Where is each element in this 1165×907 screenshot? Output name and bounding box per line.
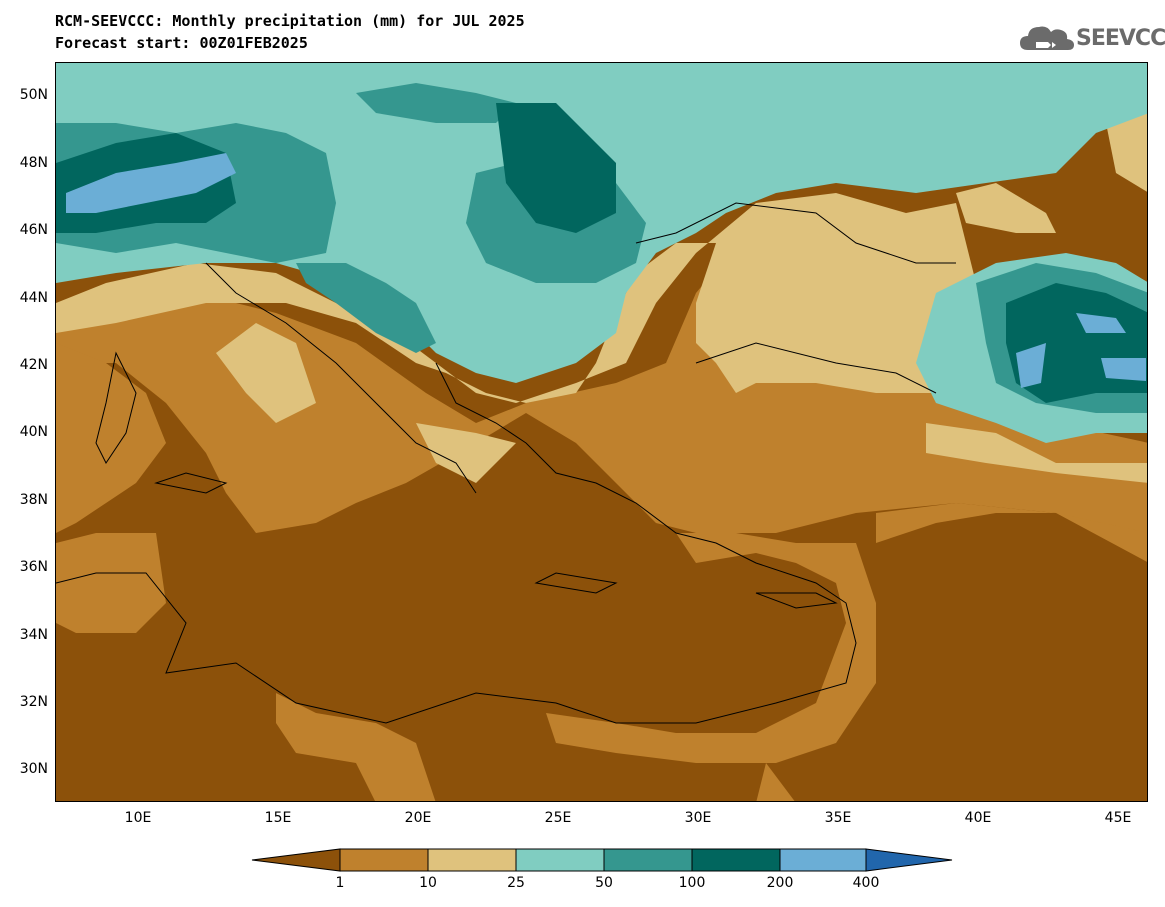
- colorbar-label-10: 10: [419, 875, 437, 891]
- lat-label-44n: 44N: [19, 290, 48, 306]
- colorbar-label-25: 25: [507, 875, 525, 891]
- colorbar-label-400: 400: [852, 875, 880, 891]
- lat-label-32n: 32N: [19, 694, 48, 710]
- lat-label-30n: 30N: [19, 761, 48, 777]
- lon-label-45e: 45E: [1104, 810, 1132, 826]
- colorbar-seg-200-400: [779, 848, 867, 872]
- lon-label-40e: 40E: [964, 810, 992, 826]
- lon-label-10e: 10E: [124, 810, 152, 826]
- colorbar-seg-1-10: [339, 848, 429, 872]
- band-10-25-sw: [56, 533, 166, 633]
- band-10-25-west: [56, 343, 166, 533]
- lon-label-15e: 15E: [264, 810, 292, 826]
- map-title: RCM-SEEVCCC: Monthly precipitation (mm) …: [55, 12, 525, 30]
- band-400-caucasus-3: [1101, 358, 1146, 381]
- band-25-50-aegean: [416, 423, 516, 483]
- band-400-caucasus-2: [1016, 343, 1046, 388]
- seevccc-logo: SEEVCCC: [1018, 20, 1165, 60]
- colorbar-seg-25-50: [515, 848, 605, 872]
- band-10-25-levant: [756, 763, 795, 801]
- lat-label-38n: 38N: [19, 492, 48, 508]
- colorbar-seg-lt1: [251, 848, 341, 872]
- lat-label-40n: 40N: [19, 424, 48, 440]
- band-25-50-italy: [216, 323, 316, 423]
- band-10-25-east: [876, 503, 1147, 562]
- band-25-50-turkey: [926, 423, 1147, 483]
- lat-label-46n: 46N: [19, 222, 48, 238]
- band-100-200-balkans: [296, 263, 436, 353]
- colorbar-seg-gt400: [865, 848, 953, 872]
- band-200-400-carpathians: [496, 103, 616, 233]
- lat-label-50n: 50N: [19, 87, 48, 103]
- colorbar: [251, 848, 953, 872]
- precipitation-map: [55, 62, 1148, 802]
- map-canvas: [56, 63, 1147, 801]
- lon-label-35e: 35E: [824, 810, 852, 826]
- lat-label-36n: 36N: [19, 559, 48, 575]
- band-400-alps: [66, 153, 236, 213]
- band-10-25-libya: [276, 693, 436, 801]
- lon-label-25e: 25E: [544, 810, 572, 826]
- band-25-50-far-ne: [1106, 103, 1147, 192]
- colorbar-seg-100-200: [691, 848, 781, 872]
- colorbar-label-100: 100: [678, 875, 706, 891]
- coastlines: [56, 202, 956, 724]
- colorbar-label-50: 50: [595, 875, 613, 891]
- band-100-200-north: [356, 83, 516, 123]
- colorbar-label-1: 1: [335, 875, 345, 891]
- colorbar-seg-50-100: [603, 848, 693, 872]
- lon-label-30e: 30E: [684, 810, 712, 826]
- lat-label-48n: 48N: [19, 155, 48, 171]
- lat-label-34n: 34N: [19, 627, 48, 643]
- colorbar-seg-10-25: [427, 848, 517, 872]
- colorbar-label-200: 200: [766, 875, 794, 891]
- band-10-25-egypt: [546, 533, 876, 763]
- lat-label-42n: 42N: [19, 357, 48, 373]
- band-25-50: [56, 193, 976, 403]
- cloud-icon: [1020, 26, 1074, 50]
- logo-text: SEEVCCC: [1076, 26, 1165, 51]
- band-25-50-ne: [956, 183, 1056, 233]
- lon-label-20e: 20E: [404, 810, 432, 826]
- forecast-start: Forecast start: 00Z01FEB2025: [55, 34, 308, 52]
- band-400-caucasus-1: [1076, 313, 1126, 333]
